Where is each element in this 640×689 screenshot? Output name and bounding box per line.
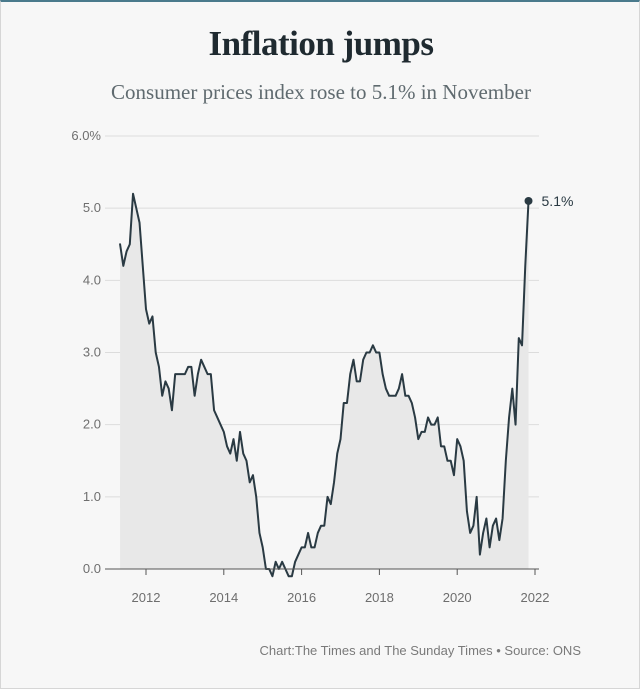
y-axis-tick-labels: 0.0 1.0 2.0 3.0 4.0 5.0 6.0% xyxy=(71,128,101,576)
x-tick-label: 2022 xyxy=(521,590,550,605)
area-fill-layer xyxy=(120,193,529,577)
series-line xyxy=(119,192,530,578)
y-tick-label: 0.0 xyxy=(83,561,101,576)
area-fill xyxy=(120,193,529,577)
x-tick-label: 2018 xyxy=(365,590,394,605)
y-tick-label: 2.0 xyxy=(83,417,101,432)
y-tick-label: 5.0 xyxy=(83,200,101,215)
end-marker-layer: 5.1% xyxy=(524,193,574,209)
x-tick-label: 2016 xyxy=(287,590,316,605)
end-point-marker xyxy=(524,196,533,205)
end-value-label: 5.1% xyxy=(542,193,574,209)
y-tick-label: 1.0 xyxy=(83,489,101,504)
line-area-chart: 2012 2014 2016 2018 2020 2022 0.0 1.0 2.0 3.0 4.0… xyxy=(71,128,574,605)
x-tick-label: 2012 xyxy=(132,590,161,605)
chart-title: Inflation jumps xyxy=(208,24,434,63)
y-tick-label: 3.0 xyxy=(83,345,101,360)
x-axis: 2012 2014 2016 2018 2020 2022 xyxy=(105,568,550,605)
y-tick-label: 4.0 xyxy=(83,272,101,287)
x-tick-label: 2014 xyxy=(209,590,238,605)
y-tick-label: 6.0% xyxy=(71,128,101,143)
chart-subtitle: Consumer prices index rose to 5.1% in No… xyxy=(111,80,531,104)
x-tick-label: 2020 xyxy=(443,590,472,605)
series-line-layer xyxy=(119,192,530,578)
source-note: Chart:The Times and The Sunday Times • S… xyxy=(259,643,581,658)
